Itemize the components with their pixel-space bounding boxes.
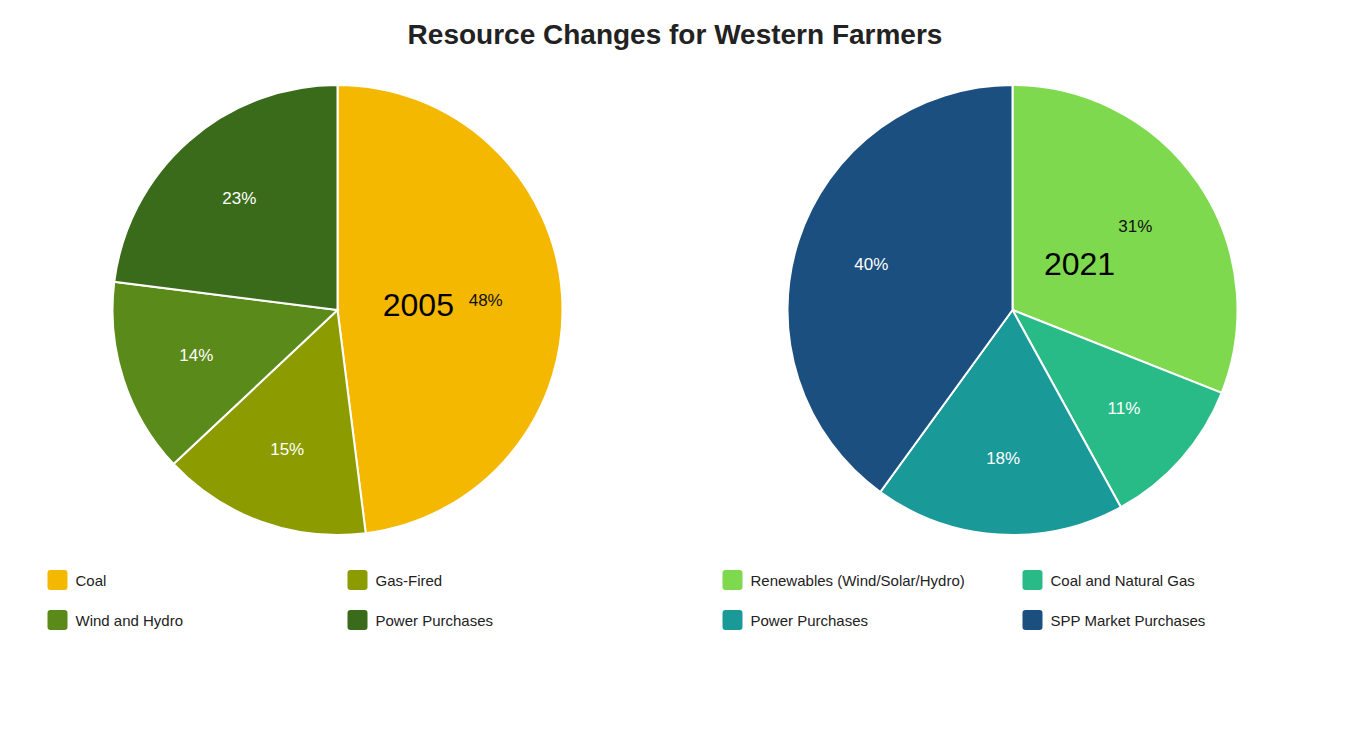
legend-label: SPP Market Purchases bbox=[1051, 612, 1206, 629]
data-label: 18% bbox=[986, 449, 1020, 468]
legend-swatch bbox=[348, 570, 368, 590]
legend-swatch bbox=[723, 570, 743, 590]
data-label: 15% bbox=[270, 440, 304, 459]
legend-swatch bbox=[48, 610, 68, 630]
chart-subtitle: 2021 bbox=[1044, 246, 1115, 282]
legend-label: Coal bbox=[76, 572, 107, 589]
chart-title: Resource Changes for Western Farmers bbox=[408, 19, 943, 50]
legend-label: Renewables (Wind/Solar/Hydro) bbox=[751, 572, 965, 589]
data-label: 14% bbox=[179, 346, 213, 365]
data-label: 31% bbox=[1118, 217, 1152, 236]
legend: Renewables (Wind/Solar/Hydro) Coal and Na… bbox=[723, 570, 1206, 630]
legend-swatch bbox=[1023, 570, 1043, 590]
pie-slice bbox=[113, 282, 338, 464]
legend-label: Gas-Fired bbox=[376, 572, 443, 589]
legend-swatch bbox=[48, 570, 68, 590]
data-label: 48% bbox=[469, 291, 503, 310]
chart: Resource Changes for Western Farmers 48% 1… bbox=[0, 0, 1350, 730]
data-label: 11% bbox=[1108, 399, 1141, 418]
legend-swatch bbox=[348, 610, 368, 630]
data-label: 23% bbox=[222, 189, 256, 208]
legend-label: Power Purchases bbox=[376, 612, 494, 629]
chart-subtitle: 2005 bbox=[383, 287, 454, 323]
pie-slice bbox=[788, 85, 1013, 492]
pie-slice bbox=[338, 85, 563, 533]
legend-swatch bbox=[1023, 610, 1043, 630]
pie bbox=[113, 85, 563, 535]
pie-slice bbox=[114, 85, 337, 310]
legend-label: Coal and Natural Gas bbox=[1051, 572, 1195, 589]
legend-label: Wind and Hydro bbox=[76, 612, 184, 629]
pie bbox=[788, 85, 1238, 535]
legend-label: Power Purchases bbox=[751, 612, 869, 629]
legend: Coal Gas-Fired Wind and Hydro Power Purchas… bbox=[48, 570, 494, 630]
data-label: 40% bbox=[854, 255, 888, 274]
legend-swatch bbox=[723, 610, 743, 630]
